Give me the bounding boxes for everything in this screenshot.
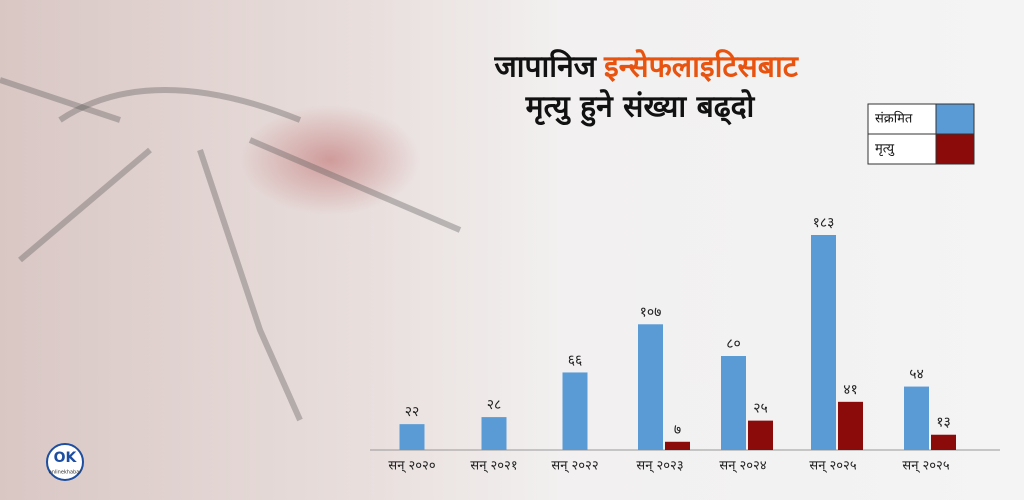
value-label: १०७ xyxy=(640,304,662,320)
logo: OK onlinekhabar xyxy=(46,443,84,481)
bar xyxy=(904,386,929,450)
value-label: ४१ xyxy=(843,382,858,398)
value-label: ७ xyxy=(674,422,681,438)
logo-name: onlinekhabar xyxy=(49,470,83,476)
value-label: ५४ xyxy=(909,367,924,383)
value-label: १८३ xyxy=(813,215,835,231)
legend-label: संक्रमित xyxy=(875,111,913,127)
background-image xyxy=(240,105,420,215)
legend-swatch xyxy=(935,103,975,135)
value-label: ८० xyxy=(726,336,741,352)
x-tick-label: सन् २०२२ xyxy=(551,459,598,474)
value-label: २५ xyxy=(753,401,768,417)
bar xyxy=(721,356,746,450)
title-highlight: इन्सेफलाइटिसबाट xyxy=(603,49,800,85)
legend-label: मृत्यु xyxy=(875,142,895,157)
bar xyxy=(481,417,507,450)
x-tick-label: सन् २०२५ xyxy=(902,459,949,474)
x-tick-label: सन् २०२५ xyxy=(809,459,856,474)
mosquito-silhouette xyxy=(0,77,462,422)
title-line2: मृत्यु हुने संख्या बढ्दो xyxy=(525,89,756,128)
bar xyxy=(838,401,863,450)
title-lead: जापानिज xyxy=(493,49,597,85)
bar xyxy=(748,420,773,450)
bar xyxy=(638,324,663,450)
bar xyxy=(399,424,425,450)
value-label: ६६ xyxy=(568,352,583,368)
logo-badge xyxy=(46,443,84,481)
logo-mark: OK xyxy=(54,450,78,466)
bar xyxy=(562,372,588,450)
bar xyxy=(811,235,836,450)
legend-box xyxy=(867,103,937,135)
x-tick-label: सन् २०२३ xyxy=(636,459,683,474)
value-label: १३ xyxy=(936,415,951,431)
x-tick-label: सन् २०२० xyxy=(388,459,435,474)
bar xyxy=(665,441,690,450)
bar xyxy=(931,434,956,450)
legend-swatch xyxy=(935,133,975,165)
value-label: २२ xyxy=(405,404,420,420)
value-label: २८ xyxy=(487,397,502,413)
x-tick-label: सन् २०२४ xyxy=(719,459,766,474)
x-tick-label: सन् २०२१ xyxy=(470,459,517,474)
